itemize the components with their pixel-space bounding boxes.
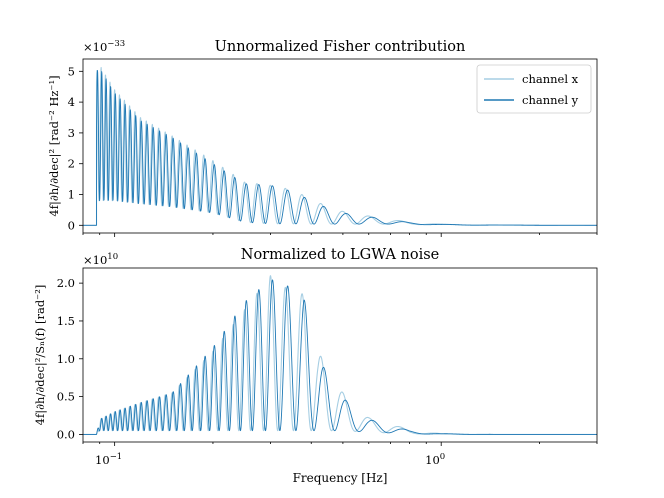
top-ytick-label: 0 xyxy=(68,218,75,232)
top-axes-frame xyxy=(82,58,598,234)
top-ylabel: 4f|∂h/∂dec|² [rad⁻² Hz⁻¹] xyxy=(47,75,62,216)
top-ytick-label: 1 xyxy=(68,188,75,202)
top-plot-area xyxy=(83,66,598,226)
bottom-panel: Normalized to LGWA noise ×1010 4f|∂h/∂de… xyxy=(33,247,598,485)
top-y-axis: 0 1 2 3 4 5 xyxy=(68,64,83,232)
bottom-offset-base: ×10 xyxy=(83,253,107,267)
legend-box xyxy=(476,64,592,114)
top-series-channel-y xyxy=(83,69,598,226)
bottom-axes-frame xyxy=(82,267,598,443)
top-panel: Unnormalized Fisher contribution ×10−33 … xyxy=(47,39,598,237)
bottom-plot-area xyxy=(83,275,598,435)
top-offset-base: ×10 xyxy=(83,40,107,54)
legend-label-channel-y: channel y xyxy=(522,93,579,107)
bottom-x-axis: 10−1 100 xyxy=(82,442,598,467)
bottom-ytick-label: 1.5 xyxy=(57,314,75,328)
top-ytick-label: 4 xyxy=(68,95,75,109)
bottom-xtick-label: 10−1 xyxy=(95,452,122,467)
bottom-ytick-label: 0.0 xyxy=(57,427,75,441)
bottom-y-axis: 0.0 0.5 1.0 1.5 2.0 xyxy=(57,276,83,441)
bottom-offset-exp: 10 xyxy=(107,252,118,262)
top-ytick-label: 3 xyxy=(68,126,75,140)
bottom-ytick-label: 1.0 xyxy=(57,352,75,366)
legend-label-channel-x: channel x xyxy=(522,72,579,86)
bottom-xtick-label: 100 xyxy=(425,452,445,467)
bottom-offset-label: ×1010 xyxy=(83,252,118,267)
bottom-xlabel: Frequency [Hz] xyxy=(293,471,388,485)
top-offset-label: ×10−33 xyxy=(83,39,125,54)
bottom-series-channel-y xyxy=(83,279,598,435)
top-ytick-label: 2 xyxy=(68,157,75,171)
top-ytick-label: 5 xyxy=(68,64,75,78)
bottom-ytick-label: 2.0 xyxy=(57,276,75,290)
top-title: Unnormalized Fisher contribution xyxy=(215,39,466,55)
top-offset-exp: −33 xyxy=(107,39,125,49)
legend: channel x channel y xyxy=(476,64,592,114)
bottom-ylabel: 4f|∂h/∂dec|²/Sₙ(f) [rad⁻²] xyxy=(33,285,48,426)
bottom-ytick-label: 0.5 xyxy=(57,390,75,404)
bottom-title: Normalized to LGWA noise xyxy=(241,247,440,263)
